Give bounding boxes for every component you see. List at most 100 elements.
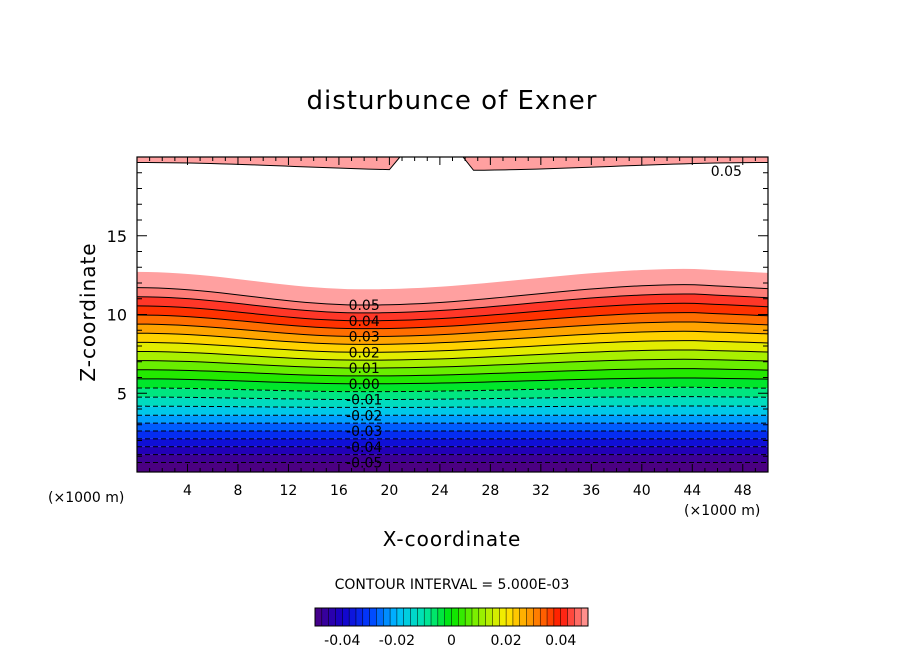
colorbar-segment (499, 608, 507, 626)
colorbar-segment (451, 608, 459, 626)
colorbar-segment (458, 608, 466, 626)
contour-band (137, 423, 768, 432)
contour-label: 0.03 (349, 330, 380, 346)
contour-interval-text: CONTOUR INTERVAL = 5.000E-03 (334, 577, 570, 593)
contour-line (136, 368, 769, 377)
contour-line (136, 312, 769, 330)
contour-band (137, 462, 768, 472)
contour-line (136, 302, 769, 322)
contour-label: 0.05 (349, 298, 380, 314)
colorbar-segment (492, 608, 500, 626)
colorbar-segment (355, 608, 364, 626)
colorbar-segment (369, 608, 377, 626)
colorbar-segment (581, 608, 589, 626)
chart-title: disturbunce of Exner (306, 86, 598, 116)
x-tick-label: 20 (380, 483, 398, 499)
contour-label: -0.02 (346, 408, 382, 424)
x-tick-label: 12 (280, 483, 298, 499)
contour-band (137, 293, 768, 321)
contour-label: -0.04 (346, 440, 382, 456)
contour-line (136, 396, 769, 401)
colorbar-segment (417, 608, 425, 626)
colorbar-segment (437, 608, 446, 626)
contour-band (137, 284, 768, 313)
colorbar-segment (567, 608, 575, 626)
colorbar-tick-label: 0.04 (545, 633, 576, 649)
contour-band (137, 268, 768, 306)
contour-band (137, 415, 768, 424)
x-tick-label: 36 (582, 483, 600, 499)
x-tick-label: 4 (183, 483, 192, 499)
contour-band (137, 431, 768, 439)
contour-line (136, 293, 769, 314)
x-tick-label: 32 (532, 483, 550, 499)
x-tick-label: 44 (683, 483, 701, 499)
contour-line (136, 340, 769, 353)
contour-band (137, 438, 768, 447)
colorbar-segment (574, 608, 582, 626)
contour-band (137, 368, 768, 384)
x-tick-label: 48 (734, 483, 752, 499)
colorbar-segment (533, 608, 541, 626)
y-tick-label: 10 (107, 306, 127, 325)
contour-line (136, 386, 769, 393)
colorbar-segment (526, 608, 534, 626)
contour-label: -0.05 (346, 456, 382, 472)
upper-band (137, 157, 768, 171)
colorbar-segment (362, 608, 371, 626)
contour-band (137, 359, 768, 376)
contour-label: 0.01 (349, 361, 380, 377)
contour-label: 0.02 (349, 345, 380, 361)
colorbar-segment (519, 608, 528, 626)
colorbar-segment (383, 608, 391, 626)
colorbar-tick-label: -0.04 (324, 633, 360, 649)
x-unit-label: (×1000 m) (684, 503, 761, 519)
x-axis-label: X-coordinate (382, 527, 522, 551)
colorbar-segment (547, 608, 555, 626)
colorbar-segment (396, 608, 405, 626)
colorbar-segment (444, 608, 452, 626)
contour-line (136, 405, 769, 408)
x-tick-label: 16 (330, 483, 348, 499)
contour-band (137, 321, 768, 345)
colorbar-segment (465, 608, 473, 626)
colorbar-tick-label: 0.02 (491, 633, 522, 649)
colorbar-segment (478, 608, 487, 626)
contour-band (137, 446, 768, 455)
colorbar-tick-label: -0.02 (379, 633, 415, 649)
contour-band (137, 387, 768, 400)
contour-line (136, 349, 769, 361)
colorbar-segment (349, 608, 357, 626)
colorbar-segment (403, 608, 412, 626)
x-tick-label: 40 (633, 483, 651, 499)
colorbar-frame (314, 607, 589, 627)
colorbar-segment (560, 608, 569, 626)
colorbar-segment (328, 608, 336, 626)
contour-band (137, 377, 768, 392)
contour-label: 0.04 (349, 314, 380, 330)
colorbar-segment (410, 608, 418, 626)
colorbar-segment (553, 608, 562, 626)
colorbar-tick-label: 0 (447, 633, 456, 649)
z-unit-label: (×1000 m) (48, 490, 125, 506)
contour-label: -0.01 (346, 393, 382, 409)
contour-band (137, 405, 768, 416)
contour-band (137, 396, 768, 408)
colorbar-segment (506, 608, 514, 626)
colorbar-segment (335, 608, 343, 626)
contour-line (136, 330, 769, 345)
contour-line (136, 377, 769, 385)
colorbar-segment (424, 608, 432, 626)
contour-band (137, 303, 768, 329)
y-tick-label: 15 (107, 227, 127, 246)
colorbar-segment (315, 608, 323, 626)
contour-band (137, 454, 768, 463)
colorbar-segment (431, 608, 439, 626)
colorbar-segment (540, 608, 548, 626)
contour-label: 0.00 (349, 377, 380, 393)
contour-line (136, 284, 769, 306)
x-tick-label: 28 (481, 483, 499, 499)
colorbar-segment (321, 608, 330, 626)
